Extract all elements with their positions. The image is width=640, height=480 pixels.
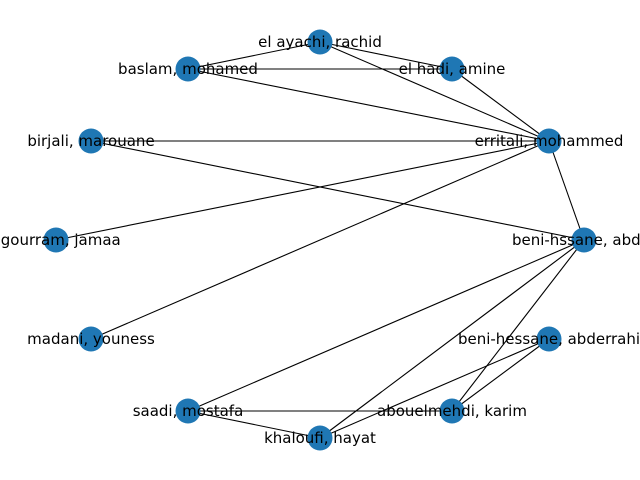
edge-beni_hssane-khaloufi: [319, 239, 585, 439]
edge-beni_hessane-khaloufi: [319, 338, 550, 439]
edge-saadi-khaloufi: [187, 410, 321, 439]
edge-erritali-beni_hssane: [548, 140, 585, 241]
node-el_ayachi: [307, 29, 333, 55]
edge-el_hadi-erritali: [451, 68, 550, 142]
node-madani: [78, 326, 104, 352]
node-beni_hssane: [571, 227, 597, 253]
node-label-khaloufi: khaloufi, hayat: [264, 429, 376, 447]
node-erritali: [536, 128, 562, 154]
edge-el_ayachi-el_hadi: [319, 41, 453, 70]
edge-madani-erritali: [90, 140, 550, 340]
node-label-beni_hssane: beni-hssane, abder: [512, 231, 640, 249]
edges-layer: [55, 41, 585, 439]
edge-baslam-erritali: [187, 68, 550, 142]
edge-birjali-beni_hssane: [90, 140, 585, 241]
node-ngourram: [43, 227, 69, 253]
edge-ngourram-erritali: [55, 140, 550, 241]
node-label-el_ayachi: el ayachi, rachid: [258, 33, 382, 51]
node-label-baslam: baslam, mohamed: [118, 60, 258, 78]
node-beni_hessane: [536, 326, 562, 352]
node-label-beni_hessane: beni-hessane, abderrahi: [458, 330, 640, 348]
node-baslam: [175, 56, 201, 82]
node-label-abouelmehdi: abouelmehdi, karim: [377, 402, 527, 420]
node-label-saadi: saadi, mostafa: [133, 402, 244, 420]
node-abouelmehdi: [439, 398, 465, 424]
node-label-el_hadi: el hadi, amine: [399, 60, 506, 78]
node-khaloufi: [307, 425, 333, 451]
nodes-layer: [43, 29, 597, 451]
node-label-erritali: erritali, mohammed: [475, 132, 624, 150]
edge-beni_hssane-abouelmehdi: [451, 239, 585, 412]
edge-beni_hessane-abouelmehdi: [451, 338, 550, 412]
node-birjali: [78, 128, 104, 154]
edge-beni_hssane-saadi: [187, 239, 585, 412]
node-label-ngourram: ngourram, jamaa: [0, 231, 121, 249]
edge-el_ayachi-erritali: [319, 41, 550, 142]
edge-el_ayachi-baslam: [187, 41, 321, 70]
node-label-madani: madani, youness: [27, 330, 155, 348]
node-label-birjali: birjali, marouane: [27, 132, 154, 150]
node-saadi: [175, 398, 201, 424]
node-el_hadi: [439, 56, 465, 82]
